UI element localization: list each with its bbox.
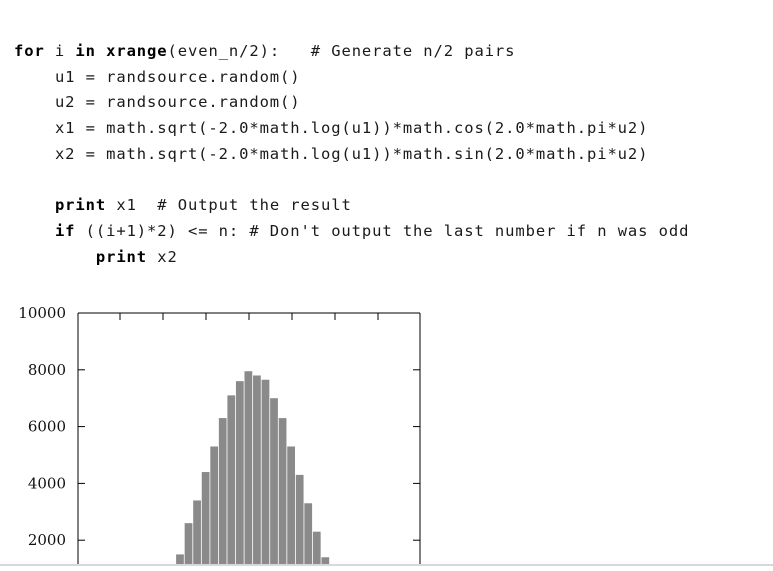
code-line: if ((i+1)*2) <= n: # Don't output the la… [14, 219, 689, 245]
code-text: i [44, 42, 76, 60]
code-text [96, 42, 106, 60]
code-keyword: if [54, 221, 76, 240]
y-tick-label: 6000 [28, 418, 66, 436]
y-tick-label: 4000 [28, 474, 66, 492]
histogram-bar [218, 418, 227, 571]
code-listing: for i in xrange(even_n/2): # Generate n/… [14, 39, 689, 270]
y-tick-label: 10000 [18, 304, 66, 322]
code-line [14, 167, 689, 193]
code-line: u1 = randsource.random() [14, 65, 689, 91]
code-keyword: for [14, 42, 45, 60]
code-line: for i in xrange(even_n/2): # Generate n/… [14, 39, 689, 65]
histogram-bar [278, 418, 287, 571]
code-text: x2 [147, 247, 178, 266]
histogram-bar [312, 531, 321, 571]
histogram-bar [244, 371, 253, 571]
code-text: u1 = randsource.random() [54, 67, 301, 86]
histogram-bar [193, 500, 201, 571]
code-line: print x2 [14, 245, 689, 271]
code-line: u2 = randsource.random() [14, 90, 689, 116]
code-text: (even_n/2): # Generate n/2 pairs [167, 42, 516, 60]
code-keyword: xrange [106, 42, 168, 60]
code-line: x1 = math.sqrt(-2.0*math.log(u1))*math.c… [14, 116, 689, 142]
histogram-bar [304, 503, 313, 571]
code-text: u2 = randsource.random() [54, 93, 301, 112]
y-tick-label: 8000 [28, 361, 66, 379]
histogram-bar [210, 446, 219, 571]
histogram-bar [227, 395, 236, 571]
page-divider [0, 564, 773, 566]
code-keyword: print [95, 247, 148, 266]
code-text: x2 = math.sqrt(-2.0*math.log(u1))*math.s… [54, 144, 649, 163]
histogram-bar [270, 398, 278, 571]
histogram-bar [287, 446, 295, 571]
histogram-bar [235, 381, 244, 571]
code-keyword: print [54, 196, 107, 215]
histogram-bar [201, 472, 210, 571]
histogram-figure: 10000 8000 6000 4000 2000 [0, 295, 773, 571]
code-text: ((i+1)*2) <= n: # Don't output the last … [75, 221, 690, 240]
histogram-bar [184, 523, 193, 571]
histogram-bar [295, 474, 304, 571]
code-text: x1 # Output the result [106, 196, 352, 215]
histogram-chart: 10000 8000 6000 4000 2000 [18, 304, 421, 571]
y-tick-label: 2000 [28, 531, 66, 549]
histogram-bar [176, 554, 184, 571]
code-line: print x1 # Output the result [14, 193, 689, 219]
code-line: x2 = math.sqrt(-2.0*math.log(u1))*math.s… [14, 142, 689, 168]
histogram-bar [261, 379, 270, 571]
code-keyword: in [75, 42, 96, 60]
code-text: x1 = math.sqrt(-2.0*math.log(u1))*math.c… [54, 119, 649, 138]
histogram-bar [253, 375, 261, 571]
